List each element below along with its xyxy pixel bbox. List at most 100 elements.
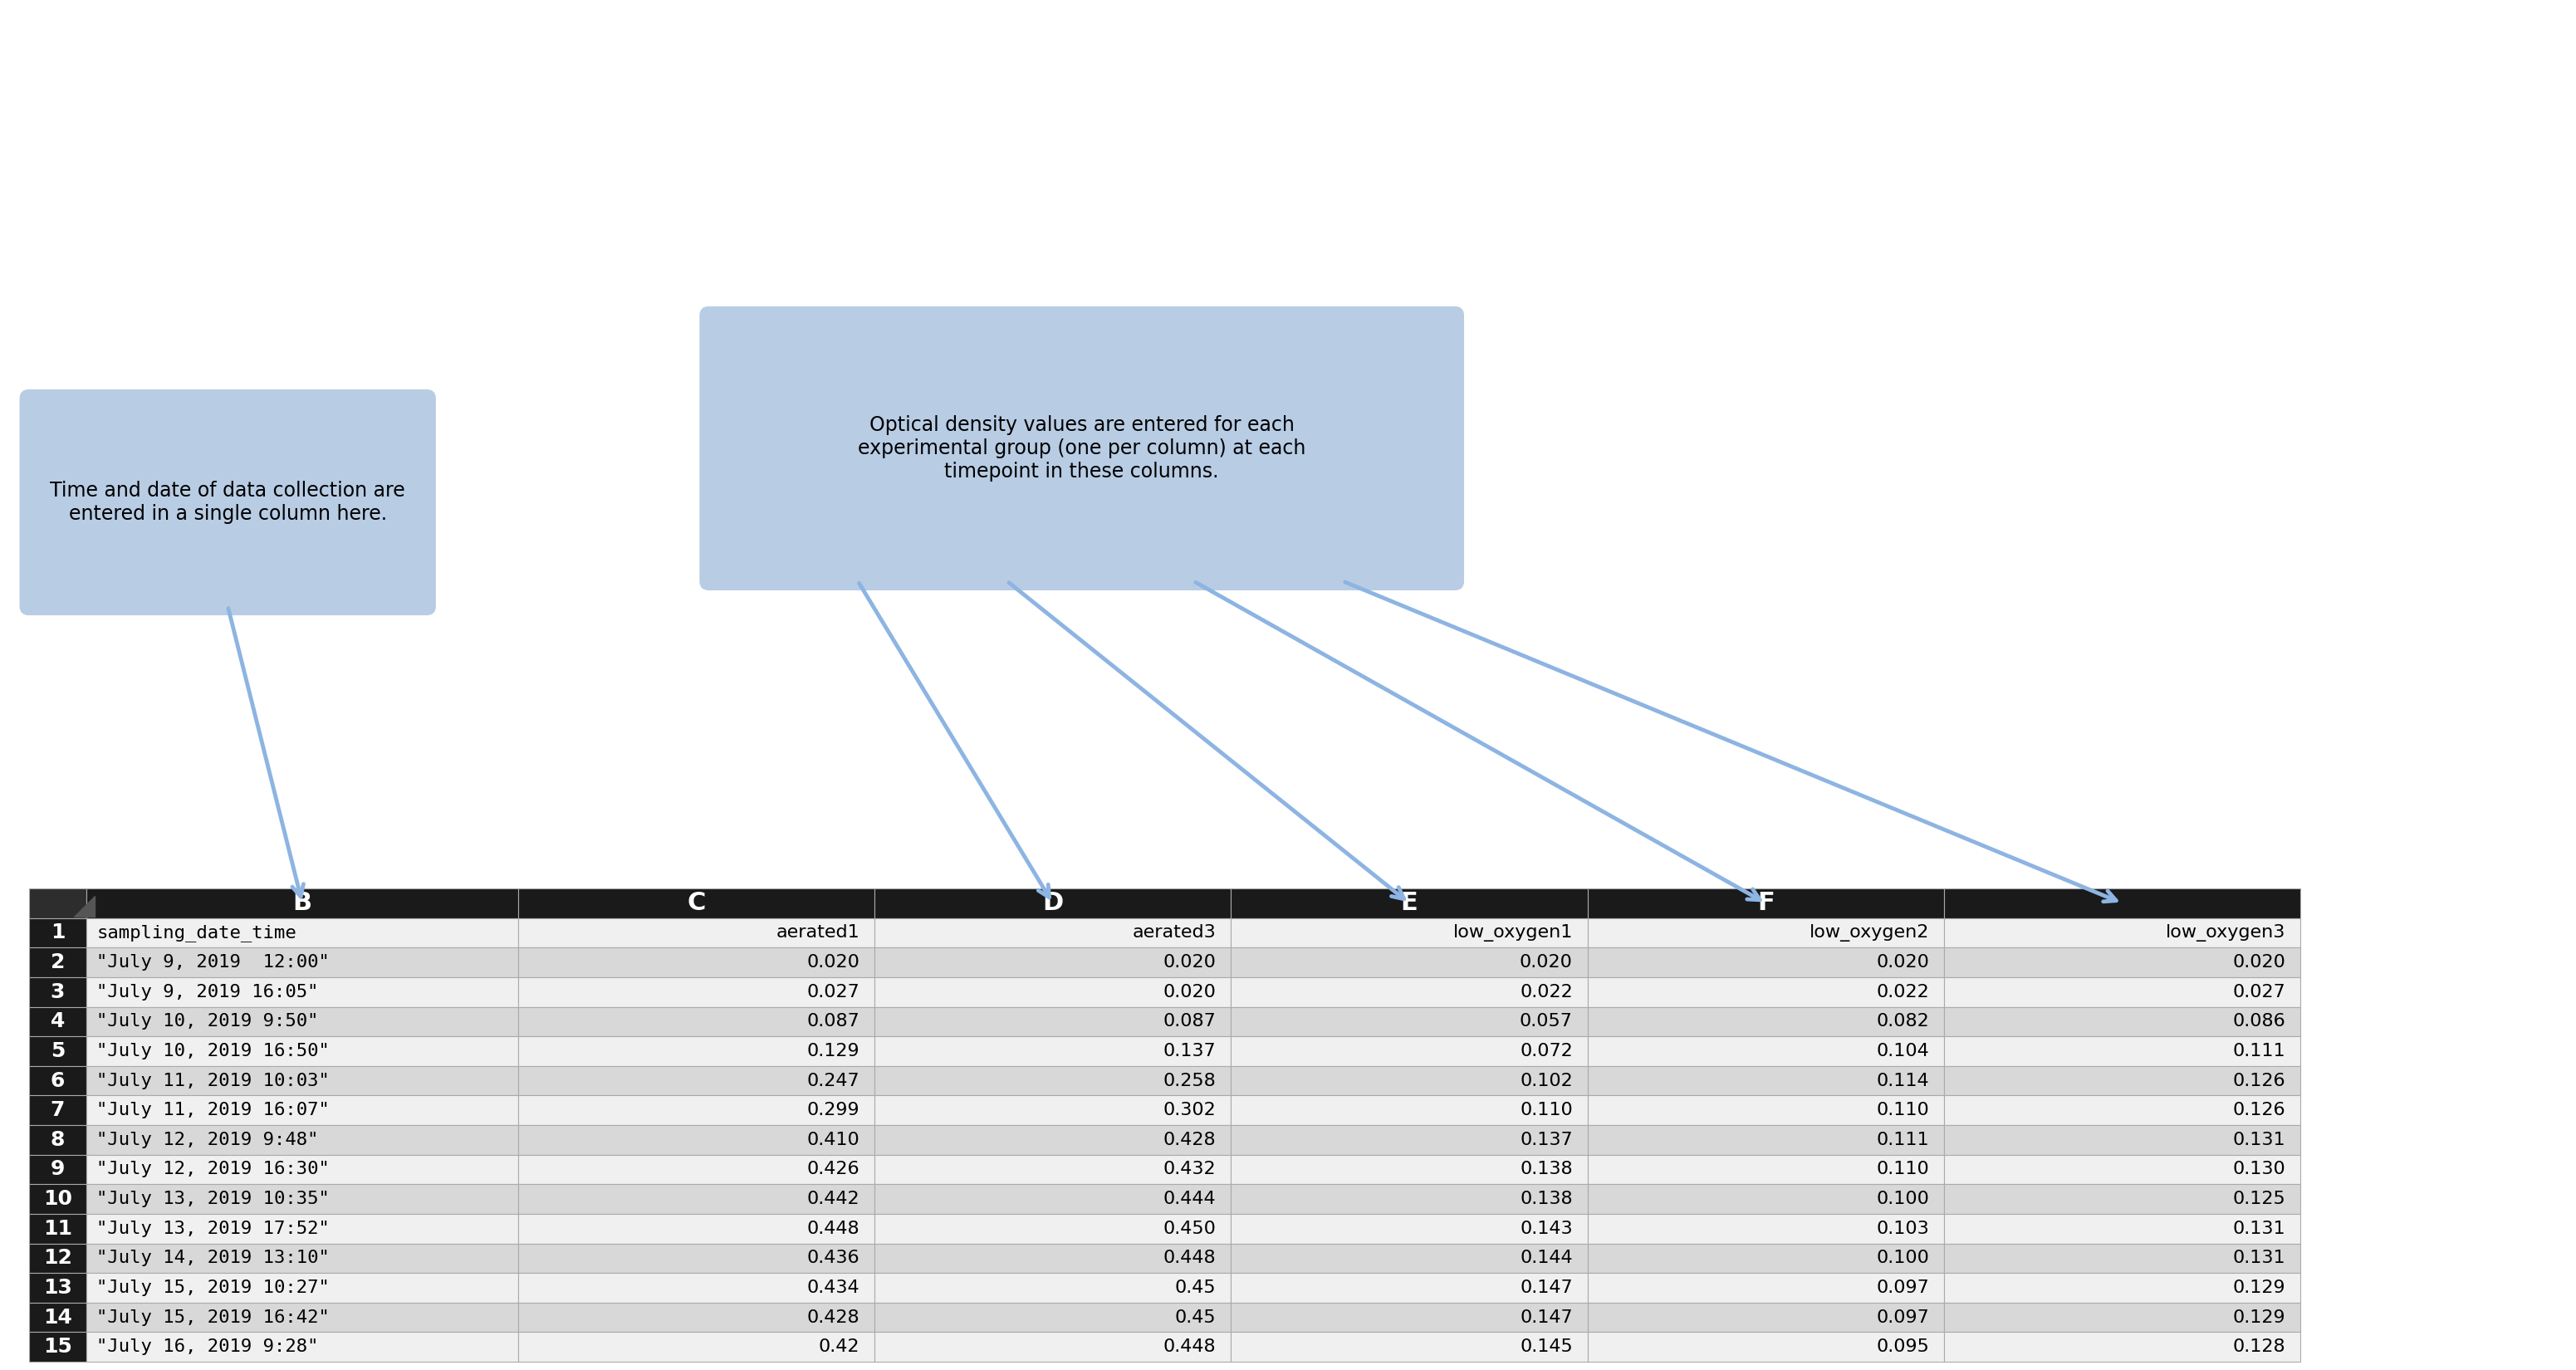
Bar (1587, 1155, 1945, 1184)
Bar (518, 948, 873, 977)
Bar (518, 1214, 873, 1244)
Text: "July 10, 2019 9:50": "July 10, 2019 9:50" (98, 1014, 319, 1030)
Text: 0.448: 0.448 (1164, 1338, 1216, 1355)
Bar (873, 1184, 1231, 1214)
Text: 0.258: 0.258 (1164, 1073, 1216, 1089)
Bar (873, 1066, 1231, 1096)
Bar (518, 1273, 873, 1303)
Text: "July 12, 2019 16:30": "July 12, 2019 16:30" (98, 1162, 330, 1178)
Text: 0.247: 0.247 (806, 1073, 860, 1089)
Text: 0.42: 0.42 (819, 1338, 860, 1355)
Text: 0.087: 0.087 (806, 1014, 860, 1030)
Bar (88, 1007, 518, 1036)
Bar (28, 1155, 88, 1184)
Text: E: E (1401, 890, 1417, 915)
Bar (28, 1244, 88, 1273)
Text: 4: 4 (52, 1011, 64, 1032)
Text: 0.086: 0.086 (2233, 1014, 2285, 1030)
Text: "July 16, 2019 9:28": "July 16, 2019 9:28" (98, 1338, 319, 1355)
Text: 0.45: 0.45 (1175, 1280, 1216, 1296)
Text: aerated1: aerated1 (775, 925, 860, 941)
Text: 0.410: 0.410 (806, 1132, 860, 1148)
Bar (1587, 1244, 1945, 1273)
Bar (1945, 1273, 2300, 1303)
Text: 9: 9 (52, 1159, 64, 1180)
Text: "July 14, 2019 13:10": "July 14, 2019 13:10" (98, 1249, 330, 1266)
Text: 0.448: 0.448 (806, 1221, 860, 1237)
Text: 0.138: 0.138 (1520, 1191, 1574, 1207)
FancyBboxPatch shape (21, 390, 435, 614)
Bar (1231, 1332, 1587, 1362)
Bar (88, 1184, 518, 1214)
Bar (1231, 1244, 1587, 1273)
Text: "July 12, 2019 9:48": "July 12, 2019 9:48" (98, 1132, 319, 1148)
Bar (873, 1214, 1231, 1244)
Text: 0.022: 0.022 (1875, 984, 1929, 1000)
Bar (1587, 1096, 1945, 1125)
Text: 12: 12 (44, 1248, 72, 1269)
Text: 0.428: 0.428 (806, 1308, 860, 1326)
Bar (88, 977, 518, 1007)
Bar (1945, 1036, 2300, 1066)
Bar (1945, 1007, 2300, 1036)
Text: 0.434: 0.434 (806, 1280, 860, 1296)
Bar (518, 1066, 873, 1096)
Bar (28, 977, 88, 1007)
Bar (1945, 1184, 2300, 1214)
Bar (28, 1214, 88, 1244)
Text: 0.131: 0.131 (2233, 1132, 2285, 1148)
Text: 0.442: 0.442 (806, 1191, 860, 1207)
Text: 0.027: 0.027 (806, 984, 860, 1000)
Bar (88, 888, 518, 918)
Bar (1587, 1066, 1945, 1096)
Bar (88, 1332, 518, 1362)
Bar (873, 977, 1231, 1007)
Bar (1945, 1244, 2300, 1273)
Text: C: C (688, 890, 706, 915)
Text: 0.114: 0.114 (1875, 1073, 1929, 1089)
Bar (518, 1007, 873, 1036)
Bar (88, 1303, 518, 1332)
Bar (873, 1244, 1231, 1273)
Text: 0.102: 0.102 (1520, 1073, 1574, 1089)
Text: Optical density values are entered for each
experimental group (one per column) : Optical density values are entered for e… (858, 415, 1306, 481)
Text: 0.137: 0.137 (1164, 1043, 1216, 1059)
Bar (28, 1303, 88, 1332)
Bar (28, 1036, 88, 1066)
Text: 0.128: 0.128 (2233, 1338, 2285, 1355)
Text: 0.129: 0.129 (2233, 1308, 2285, 1326)
Bar (88, 1155, 518, 1184)
Text: 0.126: 0.126 (2233, 1101, 2285, 1118)
Bar (1945, 1096, 2300, 1125)
Text: "July 13, 2019 10:35": "July 13, 2019 10:35" (98, 1191, 330, 1207)
Bar (1231, 948, 1587, 977)
Bar (1945, 948, 2300, 977)
Bar (873, 918, 1231, 948)
Text: 0.095: 0.095 (1875, 1338, 1929, 1355)
Bar (28, 1332, 88, 1362)
Bar (28, 1096, 88, 1125)
Text: 0.302: 0.302 (1164, 1101, 1216, 1118)
Text: 15: 15 (44, 1337, 72, 1356)
Text: 0.111: 0.111 (2233, 1043, 2285, 1059)
Bar (1231, 888, 1587, 918)
Bar (873, 1332, 1231, 1362)
Bar (518, 1036, 873, 1066)
Text: 0.426: 0.426 (806, 1162, 860, 1178)
Bar (88, 948, 518, 977)
Text: 10: 10 (44, 1189, 72, 1208)
Text: D: D (1043, 890, 1064, 915)
Text: 0.020: 0.020 (1520, 954, 1574, 971)
Text: 0.087: 0.087 (1164, 1014, 1216, 1030)
Text: 11: 11 (44, 1219, 72, 1238)
Bar (88, 1036, 518, 1066)
Text: 0.100: 0.100 (1875, 1191, 1929, 1207)
Bar (1945, 1332, 2300, 1362)
Bar (28, 1007, 88, 1036)
Bar (518, 888, 873, 918)
Bar (28, 918, 88, 948)
Text: 8: 8 (52, 1130, 64, 1149)
Text: 0.020: 0.020 (1875, 954, 1929, 971)
Bar (1587, 1125, 1945, 1155)
Bar (1231, 1155, 1587, 1184)
